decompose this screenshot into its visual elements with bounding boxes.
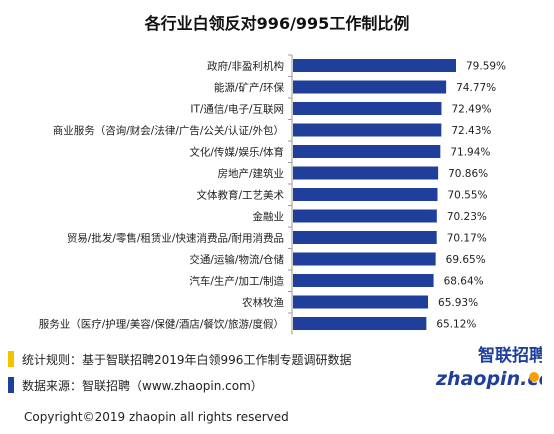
value-label: 65.12% [436,319,476,331]
bar [293,80,447,94]
category-label: 贸易/批发/零售/租赁业/快速消费品/耐用消费品 [67,232,284,245]
value-label: 70.23% [447,211,487,223]
bar [293,166,439,180]
logo-en-text: zhaopin.com [435,368,542,390]
bar [293,209,437,223]
data-source-text: 数据来源：智联招聘（www.zhaopin.com） [22,378,263,393]
category-label: 政府/非盈利机构 [207,60,284,73]
copyright-text: Copyright©2019 zhaopin all rights reserv… [24,410,289,424]
value-label: 70.55% [447,190,487,202]
value-label: 72.49% [451,104,491,116]
category-label: 交通/运输/物流/仓储 [189,253,284,266]
value-label: 65.93% [438,297,478,309]
bar [293,252,436,266]
bar [293,317,427,330]
stat-rule-note: 统计规则：基于智联招聘2019年白领996工作制专题调研数据 [8,351,351,367]
category-label: 文化/传媒/娱乐/体育 [189,146,284,159]
logo-accent-dot [529,372,539,382]
zhaopin-logo: 智联招聘 zhaopin.com [435,345,542,390]
bar [293,123,442,137]
value-label: 74.77% [456,82,496,94]
bar [293,295,429,309]
value-label: 70.86% [448,168,488,180]
bar [293,145,441,158]
value-label: 79.59% [466,61,506,73]
data-source-note: 数据来源：智联招聘（www.zhaopin.com） [8,377,263,393]
category-label: IT/通信/电子/互联网 [190,103,284,116]
bar [293,274,434,287]
bar-chart: 政府/非盈利机构 79.59% 能源/矿产/环保 74.77% IT/通信/电子/互联网… [39,54,506,335]
category-label: 房地产/建筑业 [217,167,284,180]
bar [293,102,442,115]
bar [293,231,437,244]
category-label: 能源/矿产/环保 [214,81,285,94]
chart-title: 各行业白领反对996/995工作制比例 [144,14,410,33]
category-label: 服务业（医疗/护理/美容/保健/酒店/餐饮/旅游/度假） [39,318,284,331]
value-label: 68.64% [444,276,484,288]
category-label: 金融业 [253,210,285,223]
category-label: 汽车/生产/加工/制造 [189,275,284,288]
bar [293,188,438,201]
value-label: 71.94% [450,147,490,159]
value-label: 69.65% [446,254,486,266]
value-label: 70.17% [447,233,487,245]
stat-rule-text: 统计规则：基于智联招聘2019年白领996工作制专题调研数据 [22,352,352,367]
value-label: 72.43% [451,125,491,137]
rule-marker [8,351,14,367]
bar [293,59,456,72]
logo-cn-text: 智联招聘 [478,345,542,366]
category-label: 文体教育/工艺美术 [196,189,284,202]
category-label: 商业服务（咨询/财会/法律/广告/公关/认证/外包） [53,124,284,137]
category-label: 农林牧渔 [242,296,284,309]
source-marker [8,377,14,393]
